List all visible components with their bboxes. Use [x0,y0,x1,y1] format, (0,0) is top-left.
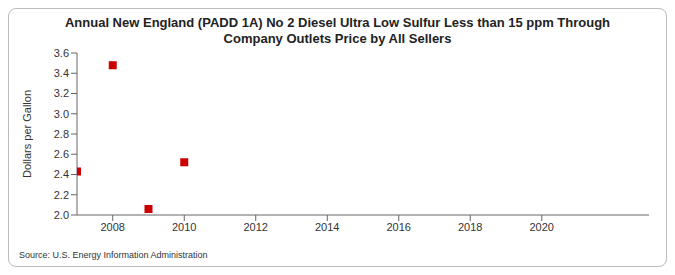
svg-text:2016: 2016 [387,221,411,233]
svg-text:2.2: 2.2 [54,189,69,201]
svg-text:2.6: 2.6 [54,148,69,160]
svg-text:2018: 2018 [458,221,482,233]
svg-text:2008: 2008 [101,221,125,233]
svg-text:2.0: 2.0 [54,209,69,221]
html-text:Annual New England (PADD 1A) N: Annual New England (PADD 1A) No 2 Diesel… [65,15,610,46]
svg-text:3.6: 3.6 [54,47,69,59]
svg-text:2010: 2010 [172,221,196,233]
svg-text:2012: 2012 [244,221,268,233]
svg-text:2.4: 2.4 [54,168,69,180]
svg-text:3.4: 3.4 [54,67,69,79]
svg-text:Dollars per Gallon: Dollars per Gallon [21,90,33,178]
svg-text:2.8: 2.8 [54,128,69,140]
svg-text:3.0: 3.0 [54,108,69,120]
svg-text:2014: 2014 [315,221,339,233]
html-text:Source: U.S. Energy Informatio: Source: U.S. Energy Information Administ… [19,250,208,260]
svg-text:2020: 2020 [530,221,554,233]
svg-text:3.2: 3.2 [54,87,69,99]
